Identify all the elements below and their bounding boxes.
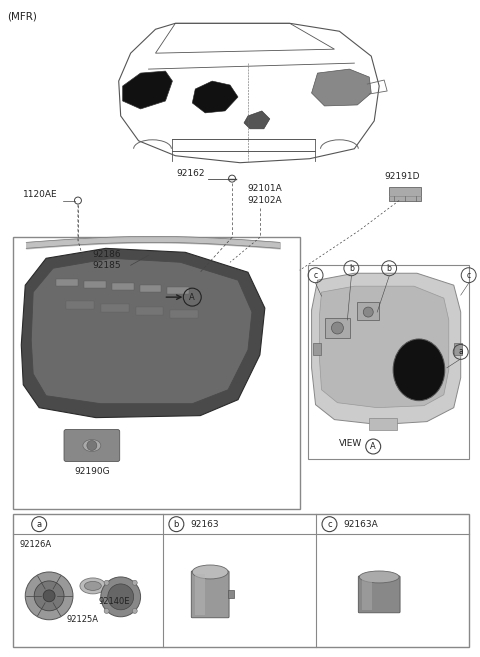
Text: 92163: 92163 bbox=[190, 520, 219, 529]
Circle shape bbox=[34, 581, 64, 611]
Text: c: c bbox=[327, 520, 332, 529]
Text: 92140E: 92140E bbox=[99, 597, 131, 606]
Bar bbox=[66, 301, 94, 309]
Text: VIEW: VIEW bbox=[339, 440, 363, 449]
Ellipse shape bbox=[360, 571, 399, 583]
Text: c: c bbox=[467, 271, 471, 280]
Polygon shape bbox=[192, 81, 238, 113]
Circle shape bbox=[132, 580, 137, 585]
Bar bbox=[195, 574, 205, 615]
Bar bbox=[228, 590, 234, 598]
Polygon shape bbox=[244, 111, 270, 129]
Text: 92162: 92162 bbox=[177, 169, 205, 177]
Bar bbox=[84, 281, 106, 288]
Text: 1120AE: 1120AE bbox=[23, 190, 58, 198]
Bar bbox=[369, 418, 397, 430]
Text: 92101A: 92101A bbox=[247, 183, 282, 193]
Bar bbox=[112, 283, 133, 290]
Bar bbox=[136, 307, 164, 315]
Circle shape bbox=[332, 322, 343, 334]
Text: 92126A: 92126A bbox=[19, 540, 51, 549]
Text: 92186: 92186 bbox=[93, 250, 121, 260]
Bar bbox=[357, 302, 379, 320]
Text: 92185: 92185 bbox=[93, 261, 121, 270]
Circle shape bbox=[108, 584, 133, 610]
Circle shape bbox=[87, 441, 97, 451]
Text: b: b bbox=[349, 263, 354, 273]
Polygon shape bbox=[312, 273, 461, 424]
Bar bbox=[101, 304, 129, 312]
Polygon shape bbox=[312, 69, 371, 106]
Circle shape bbox=[25, 572, 73, 620]
Bar bbox=[140, 285, 161, 292]
Text: 92190G: 92190G bbox=[74, 467, 109, 476]
Polygon shape bbox=[31, 258, 252, 403]
Text: 92102A: 92102A bbox=[247, 196, 282, 204]
Text: a: a bbox=[458, 348, 463, 356]
Text: A: A bbox=[190, 292, 195, 302]
Ellipse shape bbox=[80, 578, 106, 594]
Bar bbox=[13, 237, 300, 509]
Circle shape bbox=[132, 608, 137, 614]
Bar bbox=[13, 514, 468, 646]
Bar bbox=[312, 343, 321, 355]
Text: b: b bbox=[387, 263, 392, 273]
Bar bbox=[170, 310, 198, 318]
Ellipse shape bbox=[83, 440, 101, 451]
Polygon shape bbox=[320, 286, 449, 407]
Circle shape bbox=[104, 580, 109, 585]
Bar bbox=[308, 265, 468, 459]
Text: c: c bbox=[313, 271, 318, 280]
Polygon shape bbox=[21, 248, 265, 418]
Circle shape bbox=[104, 608, 109, 614]
Polygon shape bbox=[123, 71, 172, 109]
FancyBboxPatch shape bbox=[358, 576, 400, 613]
Text: 92125A: 92125A bbox=[66, 615, 98, 623]
Circle shape bbox=[363, 307, 373, 317]
Bar bbox=[362, 579, 372, 610]
Text: a: a bbox=[36, 520, 42, 529]
Text: 92163A: 92163A bbox=[343, 520, 378, 529]
Circle shape bbox=[101, 577, 141, 617]
Text: 92191D: 92191D bbox=[384, 171, 420, 181]
Ellipse shape bbox=[192, 565, 228, 579]
Text: A: A bbox=[371, 442, 376, 451]
Ellipse shape bbox=[393, 339, 445, 401]
Bar bbox=[168, 287, 189, 294]
Bar bbox=[324, 318, 350, 338]
Bar bbox=[56, 279, 78, 286]
FancyBboxPatch shape bbox=[64, 430, 120, 461]
Bar bbox=[454, 343, 462, 355]
FancyBboxPatch shape bbox=[192, 571, 229, 618]
Text: b: b bbox=[174, 520, 179, 529]
Bar bbox=[389, 187, 421, 200]
Ellipse shape bbox=[84, 581, 101, 591]
Text: (MFR): (MFR) bbox=[7, 11, 37, 21]
Circle shape bbox=[43, 590, 55, 602]
